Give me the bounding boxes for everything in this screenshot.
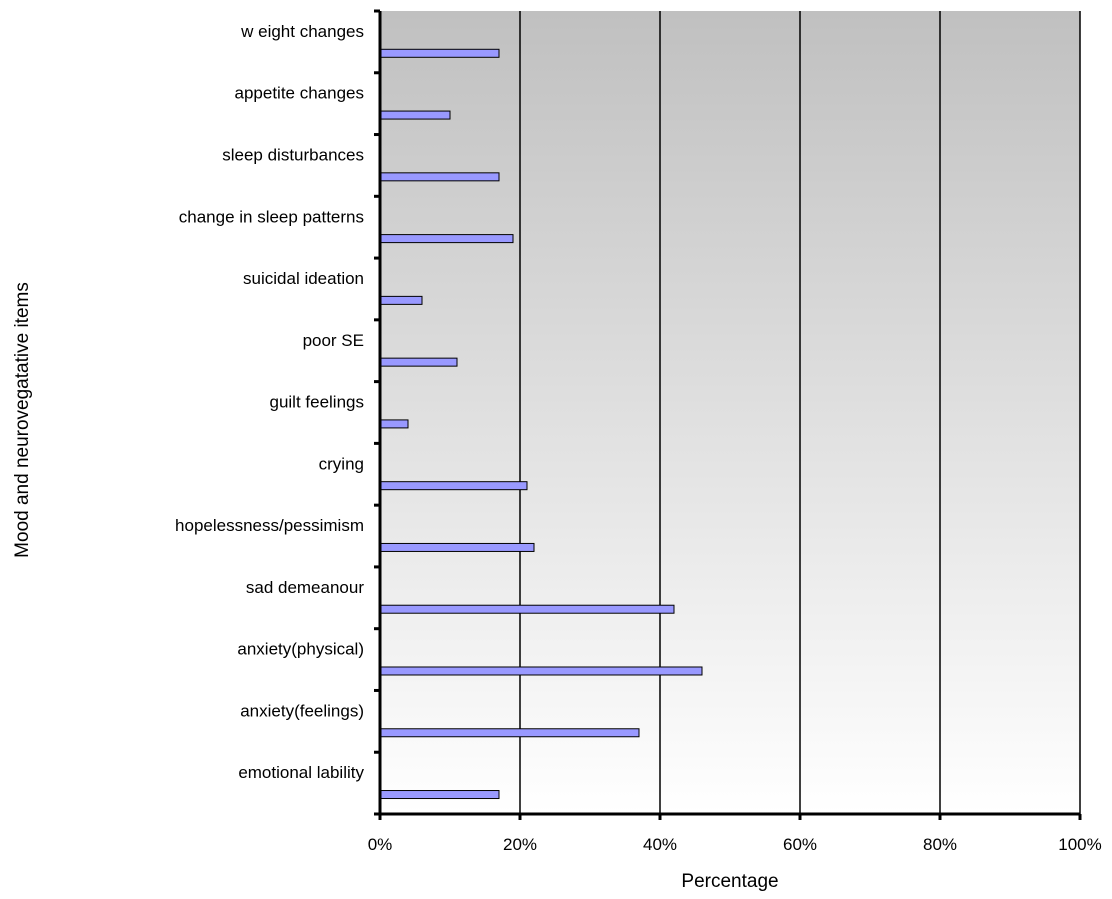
y-tick-label: anxiety(feelings) — [240, 701, 364, 720]
x-tick-label: 100% — [1058, 835, 1101, 854]
y-tick-label: hopelessness/pessimism — [175, 516, 364, 535]
y-tick-label: change in sleep patterns — [179, 207, 364, 226]
tick-labels: 0% 20% 40% 60% 80% 100% emotional lability anxi… — [175, 22, 1102, 854]
bar — [379, 666, 703, 676]
y-tick-label: sad demeanour — [246, 578, 364, 597]
x-tick-label: 20% — [503, 835, 537, 854]
y-axis-title: Mood and neurovegatative items — [12, 282, 33, 558]
bar — [379, 419, 409, 429]
bar — [379, 790, 500, 800]
bar — [379, 728, 640, 738]
y-tick-label: appetite changes — [235, 84, 365, 103]
plot-area — [380, 11, 1080, 814]
bar — [379, 295, 423, 305]
bar — [379, 357, 458, 367]
bar — [379, 604, 675, 614]
bar — [379, 172, 500, 182]
bar — [379, 542, 535, 552]
x-axis-title: Percentage — [681, 871, 778, 892]
y-tick-label: w eight changes — [240, 22, 364, 41]
y-tick-label: guilt feelings — [269, 393, 364, 412]
bar — [379, 48, 500, 58]
x-tick-label: 80% — [923, 835, 957, 854]
gridlines — [519, 11, 1081, 814]
y-tick-label: emotional lability — [238, 763, 364, 782]
axes — [374, 9, 1082, 820]
x-tick-label: 40% — [643, 835, 677, 854]
bars — [379, 48, 703, 800]
x-tick-label: 0% — [368, 835, 393, 854]
y-tick-label: sleep disturbances — [222, 145, 364, 164]
y-tick-label: suicidal ideation — [243, 269, 364, 288]
bar — [379, 234, 514, 244]
y-tick-label: crying — [319, 454, 364, 473]
bar — [379, 481, 528, 491]
bar — [379, 110, 451, 120]
x-tick-label: 60% — [783, 835, 817, 854]
y-tick-label: anxiety(physical) — [237, 640, 364, 659]
y-tick-label: poor SE — [303, 331, 364, 350]
